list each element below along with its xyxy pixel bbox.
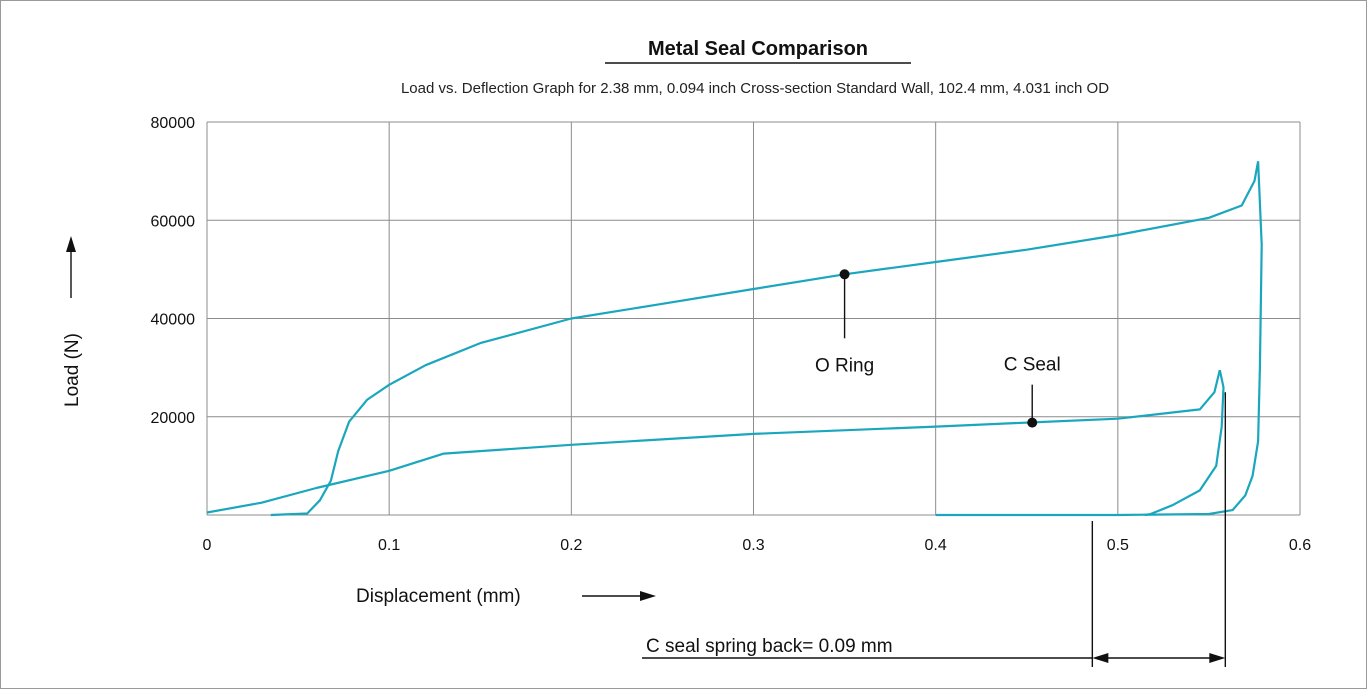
y-tick-label-3: 80000 [151, 115, 196, 132]
o-ring-marker [839, 269, 850, 280]
x-tick-label-2: 0.2 [560, 537, 582, 554]
x-tick-label-4: 0.4 [925, 537, 947, 554]
c-seal-marker [1027, 417, 1038, 428]
y-axis-arrow [66, 236, 76, 298]
series-curves [206, 161, 1263, 517]
x-axis-arrow [582, 591, 656, 601]
x-tick-label-1: 0.1 [378, 537, 400, 554]
springback-label: C seal spring back= 0.09 mm [646, 636, 893, 657]
grid [206, 121, 1301, 516]
x-axis-label: Displacement (mm) [356, 586, 521, 607]
springback-arrow-left [1092, 653, 1109, 663]
series-c-seal-loading-line [206, 369, 1221, 514]
annotations: O Ring C Seal C seal spring back= 0.09 mm [642, 269, 1227, 667]
series-o-ring-loading-line [270, 161, 1260, 517]
y-tick-label-1: 40000 [151, 312, 196, 329]
series-o-ring-unloading-line [935, 161, 1263, 517]
x-tick-label-5: 0.5 [1107, 537, 1129, 554]
chart-subtitle: Load vs. Deflection Graph for 2.38 mm, 0… [401, 80, 1109, 97]
c-seal-label: C Seal [1004, 355, 1061, 376]
chart-title: Metal Seal Comparison [648, 38, 868, 60]
x-tick-label-3: 0.3 [742, 537, 764, 554]
x-tick-label-6: 0.6 [1289, 537, 1311, 554]
x-tick-label-0: 0 [203, 537, 212, 554]
tick-labels: 0 0.1 0.2 0.3 0.4 0.5 0.6 20000 40000 60000 80000 [151, 115, 1312, 554]
y-axis-label: Load (N) [62, 333, 83, 407]
y-tick-label-2: 60000 [151, 213, 196, 230]
springback-arrow-right [1209, 653, 1226, 663]
y-tick-label-0: 20000 [151, 410, 196, 427]
series-c-seal-unloading-line [1144, 369, 1225, 517]
o-ring-label: O Ring [815, 355, 874, 376]
